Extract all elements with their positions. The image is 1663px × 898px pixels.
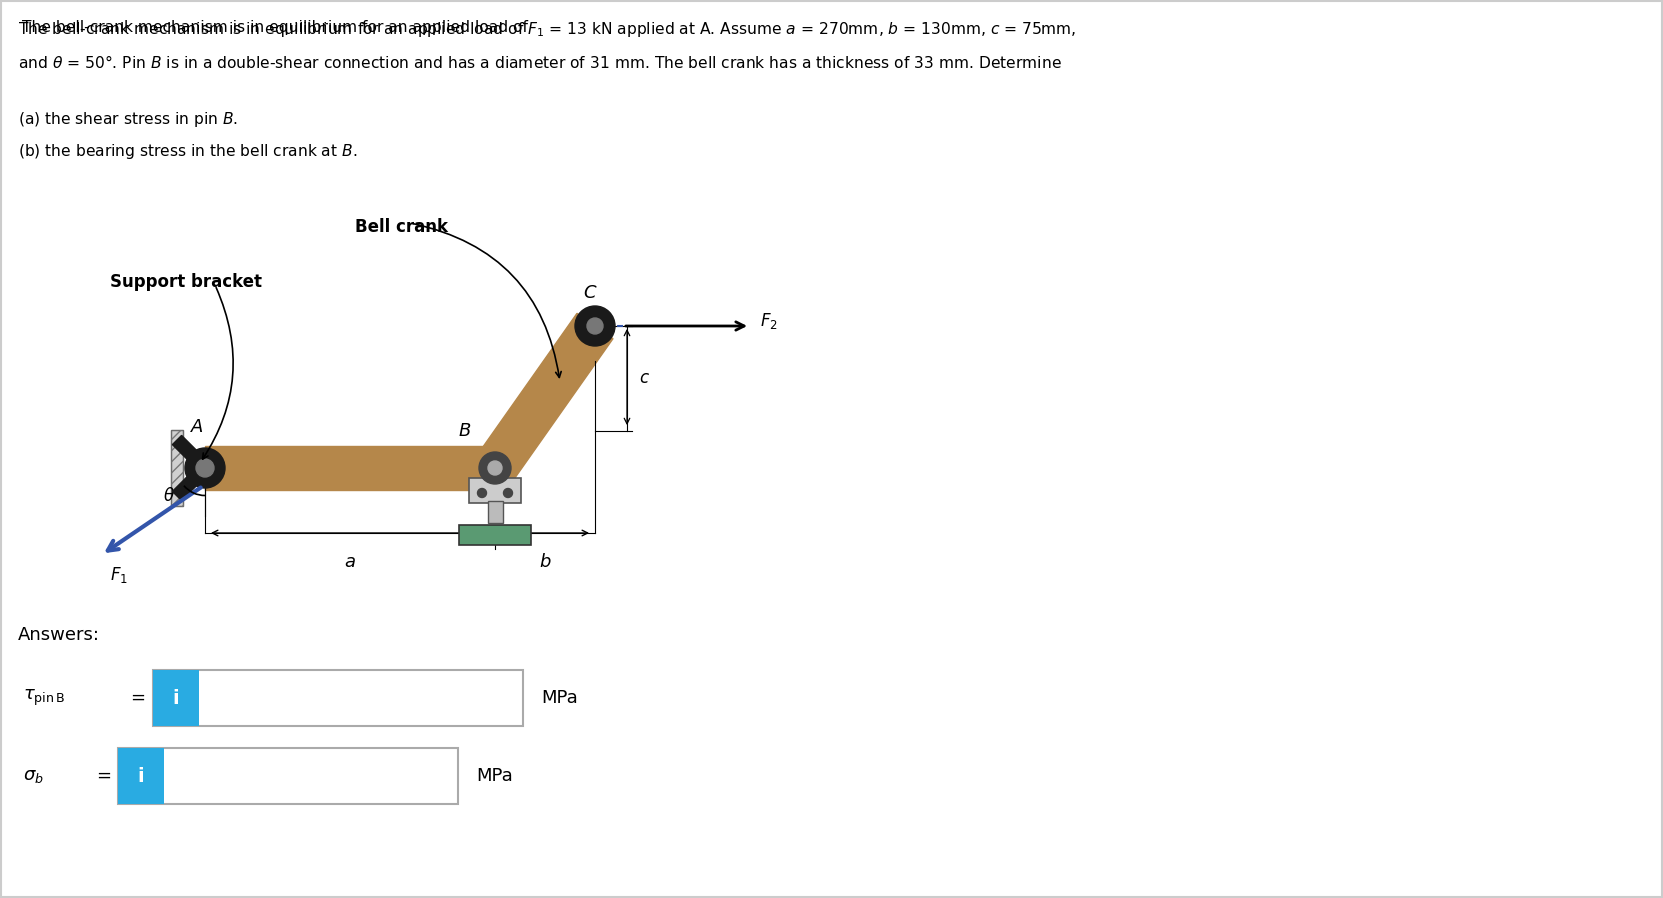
Text: $B$: $B$ [459, 422, 472, 440]
Text: The bell-crank mechanism is in equilibrium for an applied load of $F_1$ = 13 kN : The bell-crank mechanism is in equilibri… [18, 20, 1076, 39]
Text: Support bracket: Support bracket [110, 273, 263, 291]
Text: $\sigma_b$: $\sigma_b$ [23, 767, 43, 785]
Circle shape [185, 448, 225, 488]
Bar [171, 430, 183, 506]
Circle shape [575, 306, 615, 346]
Polygon shape [477, 313, 614, 480]
Bar [118, 748, 165, 804]
Text: $c$: $c$ [639, 369, 650, 387]
Text: $A$: $A$ [190, 418, 205, 436]
Circle shape [479, 452, 511, 484]
Circle shape [487, 461, 502, 475]
Text: Bell crank: Bell crank [354, 218, 447, 236]
Polygon shape [173, 463, 210, 500]
Circle shape [196, 459, 215, 477]
Bar [469, 478, 521, 503]
Polygon shape [173, 436, 210, 472]
Text: =: = [130, 689, 145, 707]
Text: $\theta$: $\theta$ [163, 487, 175, 505]
Text: i: i [173, 689, 180, 708]
Text: i: i [138, 767, 145, 786]
Text: $a$: $a$ [344, 553, 356, 571]
Text: $C$: $C$ [582, 284, 597, 302]
Circle shape [504, 489, 512, 497]
Text: MPa: MPa [540, 689, 577, 707]
Text: MPa: MPa [476, 767, 512, 785]
Text: The bell-crank mechanism is in equilibrium for an applied load of: The bell-crank mechanism is in equilibri… [22, 20, 532, 35]
Polygon shape [205, 446, 496, 490]
Text: $\tau_{\rm pin\,B}$: $\tau_{\rm pin\,B}$ [23, 688, 65, 709]
Bar [171, 430, 183, 506]
Text: and $\theta$ = 50°. Pin $B$ is in a double-shear connection and has a diameter o: and $\theta$ = 50°. Pin $B$ is in a doub… [18, 54, 1061, 71]
Circle shape [477, 489, 487, 497]
Text: (a) the shear stress in pin $B$.: (a) the shear stress in pin $B$. [18, 110, 238, 129]
Text: (b) the bearing stress in the bell crank at $B$.: (b) the bearing stress in the bell crank… [18, 142, 358, 161]
Text: $F_2$: $F_2$ [760, 311, 778, 331]
Text: Answers:: Answers: [18, 626, 100, 644]
Bar [153, 670, 200, 726]
Bar [118, 748, 457, 804]
Circle shape [587, 318, 604, 334]
Bar [153, 670, 522, 726]
Text: $b$: $b$ [539, 553, 550, 571]
Bar [487, 501, 502, 523]
Bar [459, 525, 530, 545]
Text: $F_1$: $F_1$ [110, 565, 128, 585]
Text: =: = [96, 767, 111, 785]
